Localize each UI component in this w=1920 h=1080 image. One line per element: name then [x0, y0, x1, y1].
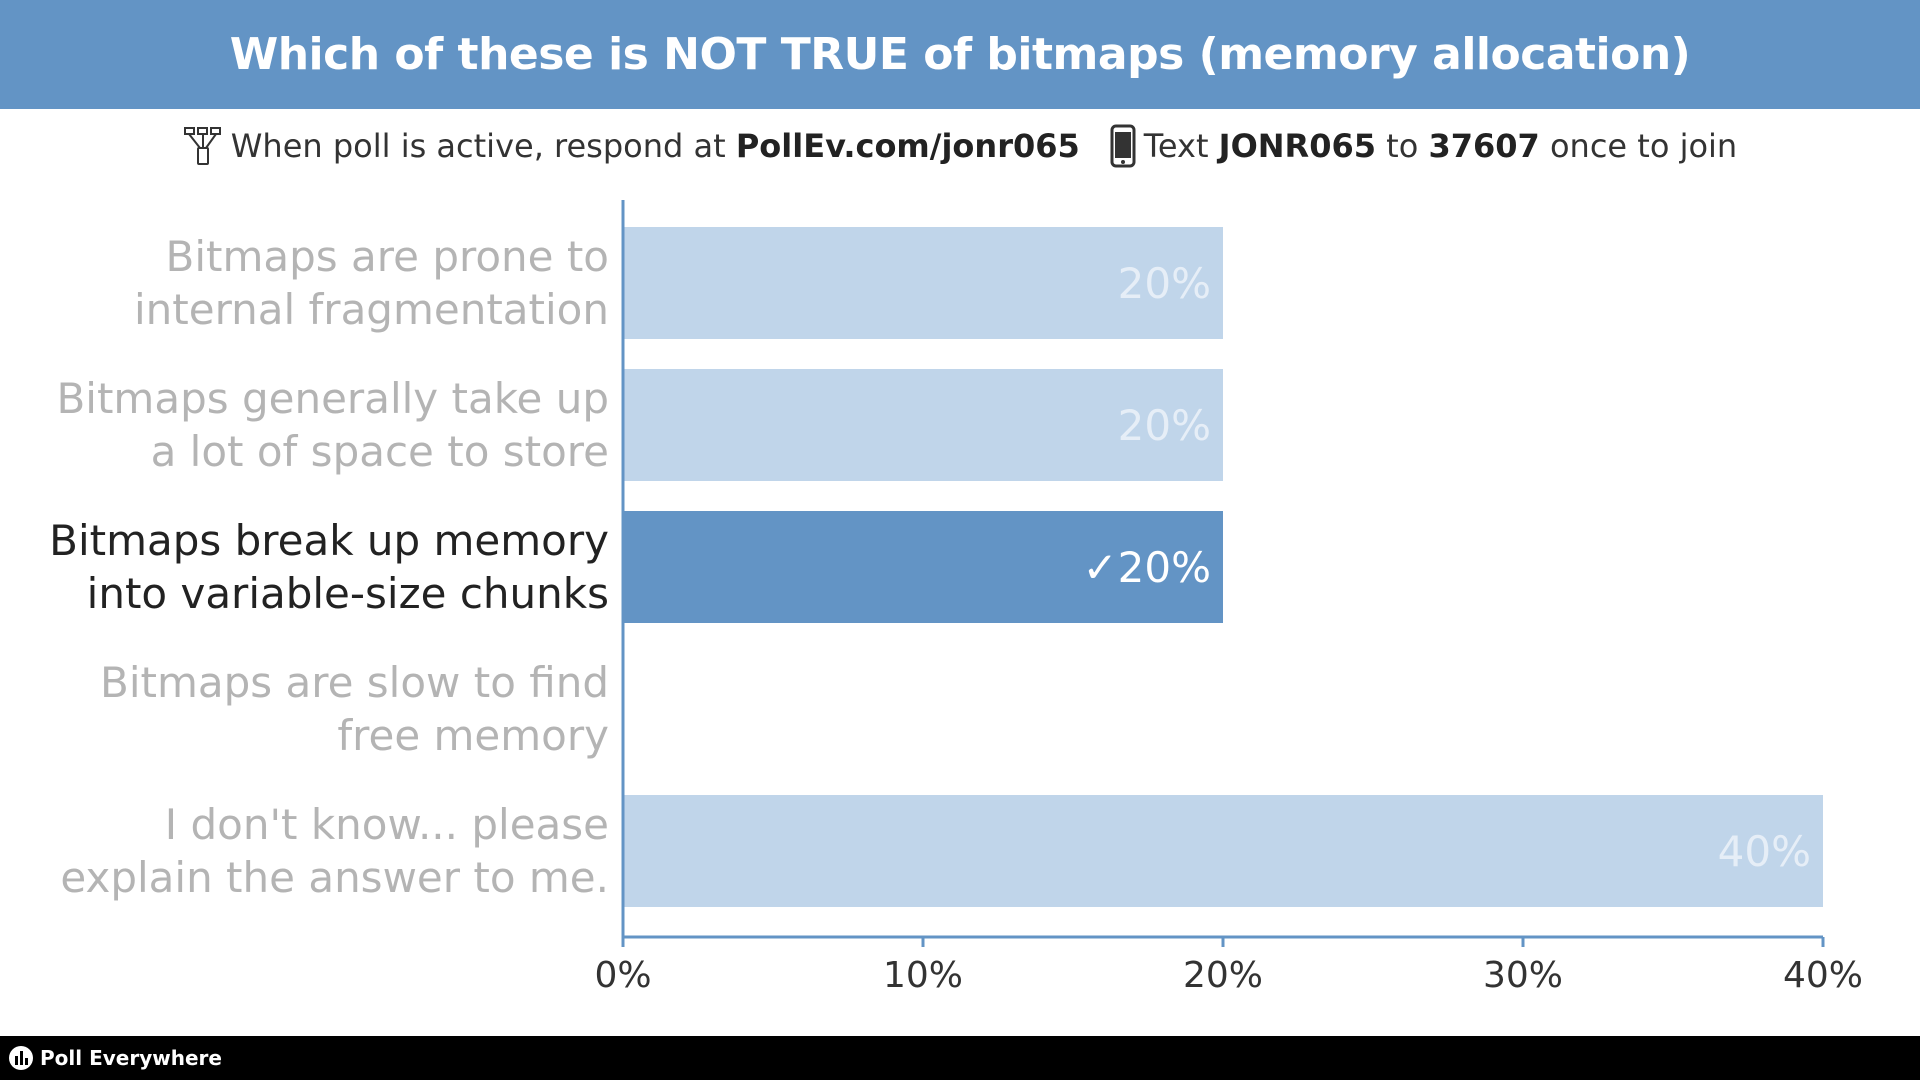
bar-1 — [623, 369, 1223, 481]
join-instructions: When poll is active, respond at PollEv.c… — [0, 118, 1920, 174]
poll-header: Which of these is NOT TRUE of bitmaps (m… — [0, 0, 1920, 109]
poll-everywhere-logo-icon — [9, 1046, 33, 1070]
value-label-4: 40% — [1718, 827, 1811, 876]
category-label-line: Bitmaps are slow to find — [100, 658, 609, 707]
x-tick-label-4: 40% — [1783, 955, 1863, 996]
category-label-0: Bitmaps are prone to internal fragmentati… — [134, 232, 609, 334]
category-label-line: into variable-size chunks — [87, 569, 609, 618]
bar-2 — [623, 511, 1223, 623]
category-label-line: Bitmaps break up memory — [49, 516, 609, 565]
text-prefix: Text — [1143, 127, 1209, 165]
category-label-2: Bitmaps break up memory into variable-siz… — [49, 516, 609, 618]
network-icon — [183, 126, 223, 166]
category-label-1: Bitmaps generally take up a lot of space … — [56, 374, 609, 476]
poll-url[interactable]: PollEv.com/jonr065 — [735, 127, 1080, 165]
bar-0 — [623, 227, 1223, 339]
x-tick-label-3: 30% — [1483, 955, 1563, 996]
footer-bar: Poll Everywhere — [0, 1036, 1920, 1080]
category-label-line: explain the answer to me. — [60, 853, 609, 902]
phone-icon — [1110, 124, 1136, 168]
category-label-line: Bitmaps are prone to — [166, 232, 609, 281]
text-number: 37607 — [1428, 127, 1540, 165]
category-label-line: a lot of space to store — [151, 427, 609, 476]
bar-chart-svg: Bitmaps are prone to internal fragmentati… — [49, 200, 1863, 996]
poll-title: Which of these is NOT TRUE of bitmaps (m… — [229, 29, 1691, 80]
category-label-line: Bitmaps generally take up — [56, 374, 609, 423]
x-tick-label-2: 20% — [1183, 955, 1263, 996]
web-prefix: When poll is active, respond at — [230, 127, 726, 165]
category-label-3: Bitmaps are slow to find free memory — [100, 658, 609, 760]
brand-name: Poll Everywhere — [40, 1046, 222, 1070]
bar-4 — [623, 795, 1823, 907]
value-label-2: ✓20% — [1082, 543, 1211, 592]
text-to: to — [1386, 127, 1419, 165]
category-label-line: internal fragmentation — [134, 285, 609, 334]
results-chart: Bitmaps are prone to internal fragmentati… — [0, 190, 1920, 1020]
value-label-0: 20% — [1118, 259, 1211, 308]
category-label-line: I don't know... please — [165, 800, 609, 849]
x-tick-label-0: 0% — [594, 955, 651, 996]
brand: Poll Everywhere — [8, 1045, 222, 1071]
category-label-4: I don't know... please explain the answer… — [60, 800, 609, 902]
text-suffix: once to join — [1549, 127, 1738, 165]
category-label-line: free memory — [337, 711, 609, 760]
value-label-1: 20% — [1118, 401, 1211, 450]
text-code: JONR065 — [1218, 127, 1376, 165]
x-tick-label-1: 10% — [883, 955, 963, 996]
